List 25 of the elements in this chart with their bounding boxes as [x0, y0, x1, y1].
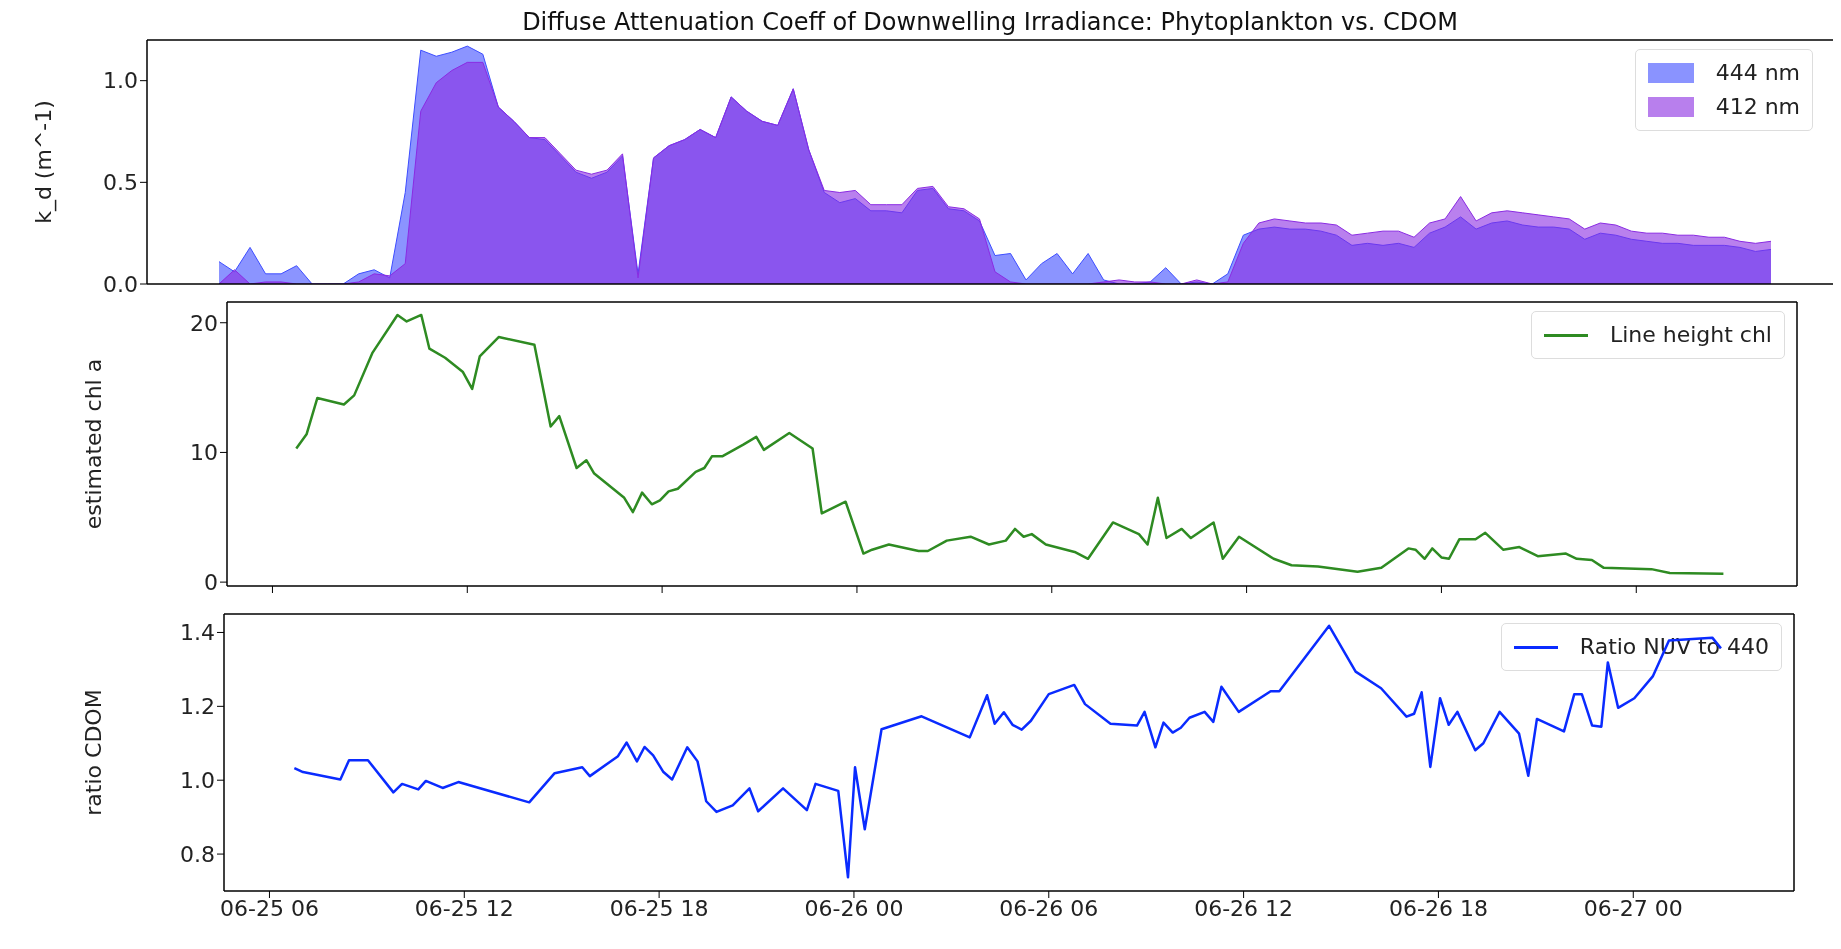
y-tick-label: 0 [204, 569, 218, 595]
y-tick-label: 20 [190, 310, 218, 336]
y-tick-label: 1.0 [180, 768, 215, 794]
y-tick-label: 1.0 [103, 68, 138, 94]
chart-title: Diffuse Attenuation Coeff of Downwelling Irradiance: Phytoplankton vs. CDOM [521, 8, 1459, 36]
legend-label: 444 nm [1715, 59, 1800, 87]
x-tick-label: 06-27 00 [1583, 895, 1683, 921]
x-tick-label: 06-25 06 [220, 895, 319, 921]
y-tick-label: 0.8 [180, 841, 215, 867]
x-tick-label: 06-25 12 [414, 895, 514, 921]
y-tick-label: 0.5 [103, 170, 138, 196]
y-tick-label: 10 [190, 440, 218, 466]
y-tick-label: 1.2 [180, 694, 215, 720]
x-tick-label: 06-26 18 [1388, 895, 1488, 921]
legend-label: 412 nm [1715, 93, 1800, 121]
x-tick-label: 06-26 06 [999, 895, 1099, 921]
x-tick-label: 06-26 00 [804, 895, 904, 921]
legend-label: Line height chl [1609, 321, 1772, 349]
x-tick-label: 06-26 12 [1194, 895, 1294, 921]
x-tick-label: 06-25 18 [609, 895, 709, 921]
y-axis-title: k_d (m^-1) [30, 100, 57, 224]
y-axis-title: estimated chl a [80, 358, 106, 530]
y-tick-label: 0.0 [103, 271, 138, 297]
y-tick-label: 1.4 [180, 620, 215, 646]
y-axis-title: ratio CDOM [80, 689, 106, 816]
